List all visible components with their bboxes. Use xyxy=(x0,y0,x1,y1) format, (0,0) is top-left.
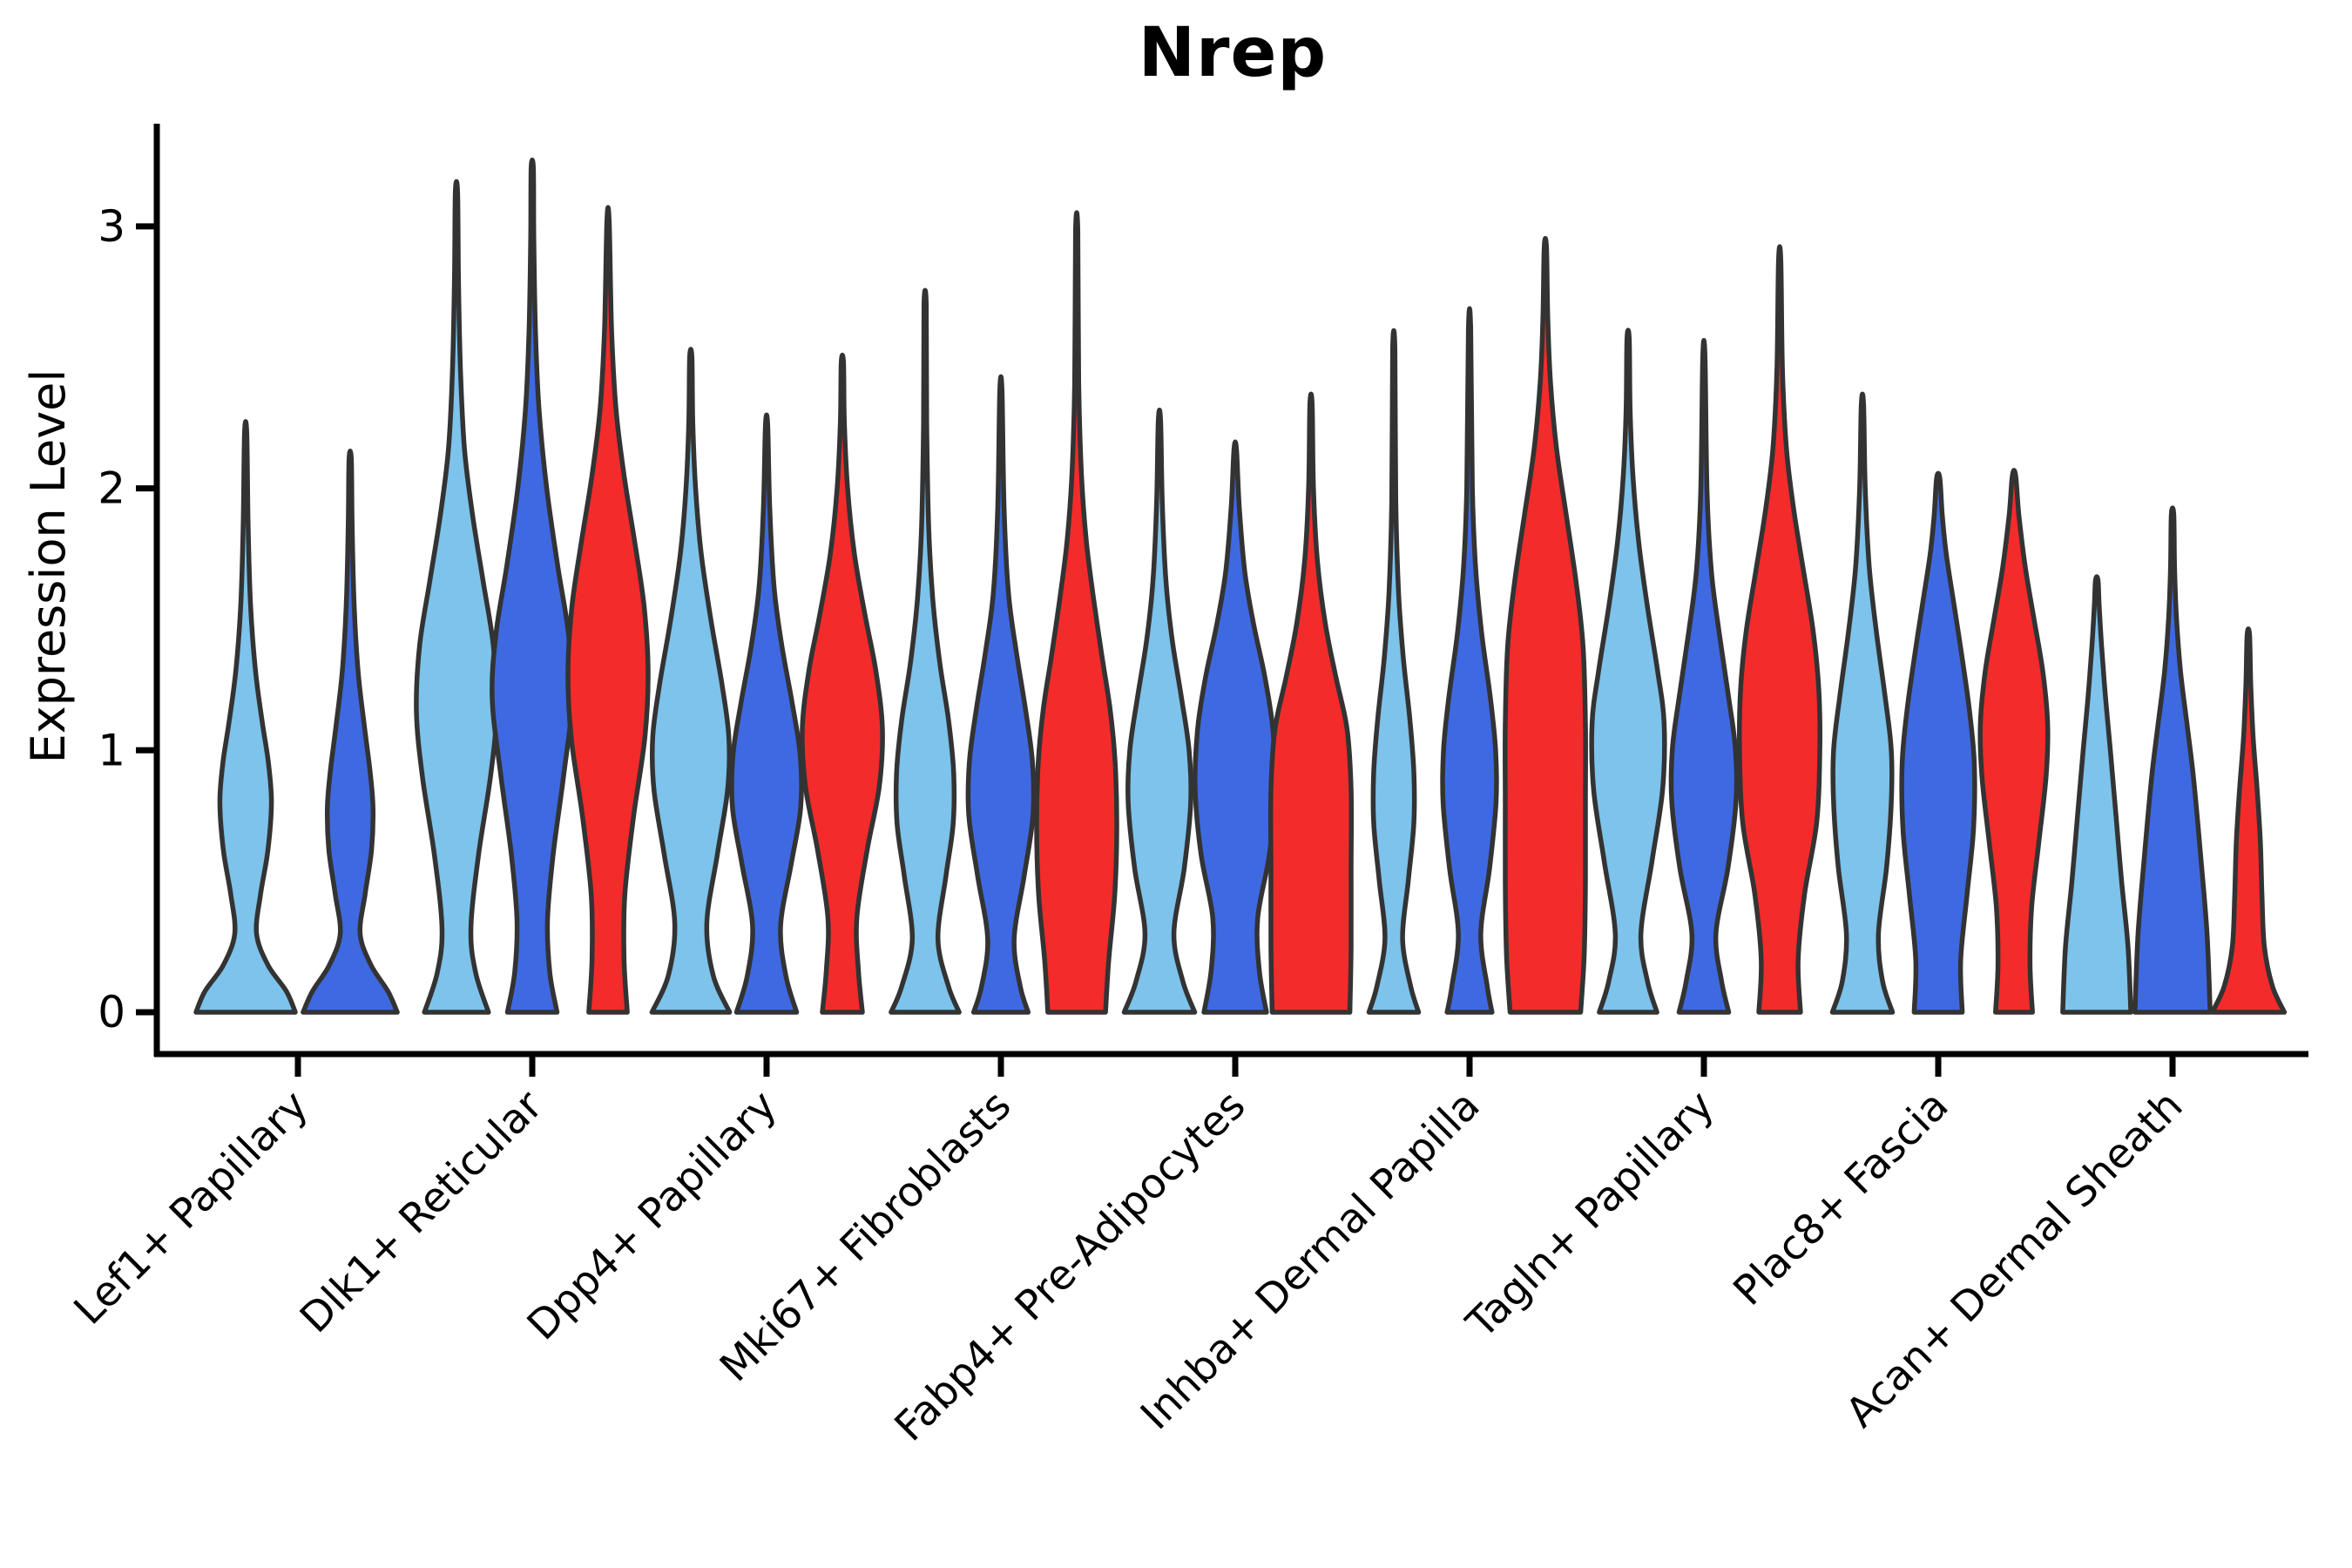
x-tick-label: Dlk1+ Reticular xyxy=(291,1081,552,1342)
violin-mki67-fibroblasts-light_blue xyxy=(889,287,962,1015)
y-tick-label: 1 xyxy=(98,725,125,775)
violin-inhba-dermal-papilla-dark_blue xyxy=(1440,306,1499,1015)
violin-tagln-papillary-light_blue xyxy=(1589,328,1667,1015)
violin-mki67-fibroblasts-red xyxy=(1034,210,1119,1015)
violin-inhba-dermal-papilla-red xyxy=(1503,236,1588,1015)
x-tick-label: Lef1+ Papillary xyxy=(65,1082,318,1335)
y-tick-label: 2 xyxy=(98,463,125,514)
violin-dlk1-reticular-dark_blue xyxy=(490,157,575,1015)
violin-tagln-papillary-dark_blue xyxy=(1668,337,1740,1015)
violin-mki67-fibroblasts-dark_blue xyxy=(965,374,1037,1015)
violin-dpp4-papillary-dark_blue xyxy=(729,412,804,1015)
violin-plac8-fascia-red xyxy=(1977,468,2051,1015)
chart-title: Nrep xyxy=(1138,14,1328,92)
violin-dlk1-reticular-red xyxy=(565,205,651,1015)
violin-fabp4-pre-adipocytes-light_blue xyxy=(1121,408,1198,1015)
y-tick-label: 0 xyxy=(98,987,125,1037)
violin-inhba-dermal-papilla-light_blue xyxy=(1366,328,1422,1015)
violin-dlk1-reticular-light_blue xyxy=(414,179,499,1015)
violin-dpp4-papillary-light_blue xyxy=(649,347,733,1015)
violin-dpp4-papillary-red xyxy=(800,352,885,1015)
violin-fabp4-pre-adipocytes-red xyxy=(1267,391,1355,1015)
violin-acan-dermal-sheath-light_blue xyxy=(2060,574,2133,1015)
violin-fabp4-pre-adipocytes-dark_blue xyxy=(1193,439,1278,1015)
x-tick-label: Plac8+ Fascia xyxy=(1725,1082,1958,1315)
x-tick-label: Dpp4+ Papillary xyxy=(518,1082,787,1350)
violin-tagln-papillary-red xyxy=(1736,244,1823,1015)
violin-lef1-papillary-dark_blue xyxy=(301,449,400,1015)
violin-acan-dermal-sheath-dark_blue xyxy=(2132,505,2213,1015)
x-tick-label: Tagln+ Papillary xyxy=(1457,1082,1724,1348)
violin-plac8-fascia-light_blue xyxy=(1829,391,1896,1015)
violin-acan-dermal-sheath-red xyxy=(2209,626,2288,1015)
y-tick-label: 3 xyxy=(98,201,125,252)
violin-lef1-papillary-light_blue xyxy=(193,419,298,1015)
violin-plac8-fascia-dark_blue xyxy=(1899,470,1977,1015)
